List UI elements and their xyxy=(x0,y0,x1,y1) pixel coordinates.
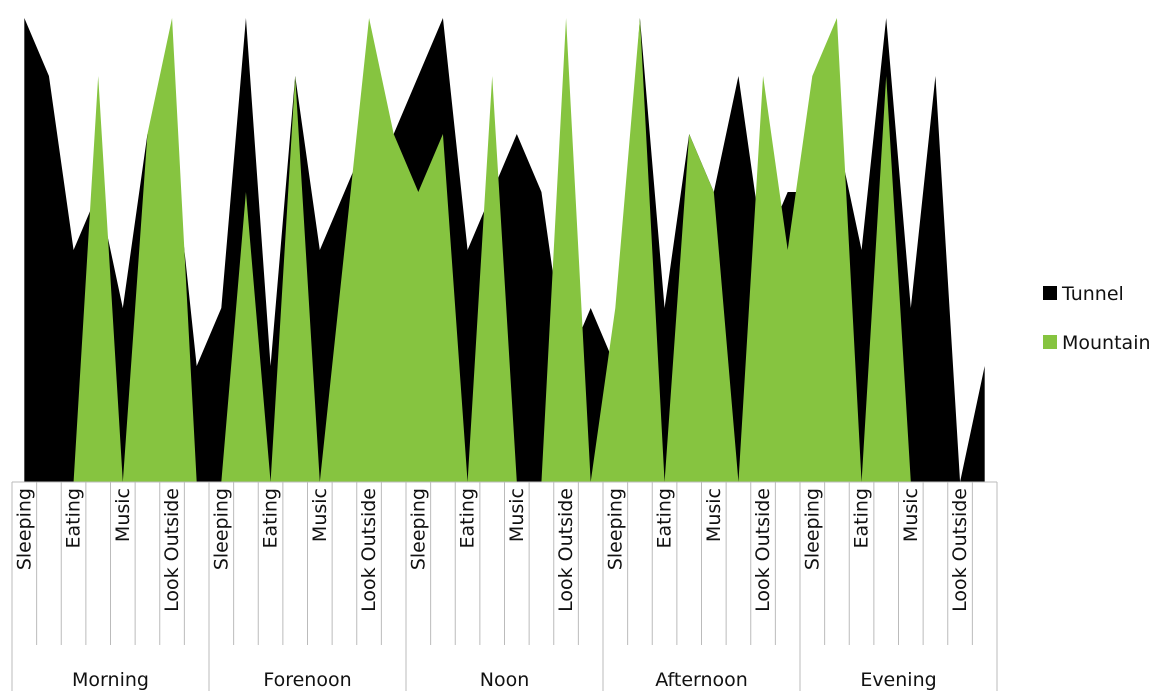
legend-swatch xyxy=(1043,286,1057,300)
group-label: Morning xyxy=(72,669,149,691)
x-tick-label: Music xyxy=(900,488,922,542)
x-tick-label: Look Outside xyxy=(358,488,380,612)
x-tick-label: Sleeping xyxy=(407,488,429,570)
area xyxy=(24,18,985,482)
area xyxy=(24,18,985,482)
group-label: Forenoon xyxy=(263,669,351,691)
x-tick-label: Music xyxy=(703,488,725,542)
x-tick-label: Sleeping xyxy=(210,488,232,570)
x-tick-label: Look Outside xyxy=(752,488,774,612)
legend-label: Mountain xyxy=(1062,332,1151,354)
group-label: Noon xyxy=(480,669,530,691)
x-tick-label: Look Outside xyxy=(949,488,971,612)
x-tick-label: Look Outside xyxy=(161,488,183,612)
x-tick-label: Sleeping xyxy=(604,488,626,570)
group-label: Evening xyxy=(860,669,936,691)
x-tick-label: Look Outside xyxy=(555,488,577,612)
legend-label: Tunnel xyxy=(1061,283,1124,305)
x-tick-label: Music xyxy=(112,488,134,542)
x-tick-label: Eating xyxy=(457,488,479,548)
x-tick-label: Eating xyxy=(63,488,85,548)
group-label: Afternoon xyxy=(655,669,748,691)
x-tick-label: Music xyxy=(309,488,331,542)
x-tick-label: Music xyxy=(506,488,528,542)
x-tick-label: Sleeping xyxy=(13,488,35,570)
x-tick-label: Eating xyxy=(851,488,873,548)
x-tick-label: Eating xyxy=(260,488,282,548)
legend-swatch xyxy=(1043,335,1057,349)
x-tick-label: Eating xyxy=(654,488,676,548)
x-tick-label: Sleeping xyxy=(801,488,823,570)
